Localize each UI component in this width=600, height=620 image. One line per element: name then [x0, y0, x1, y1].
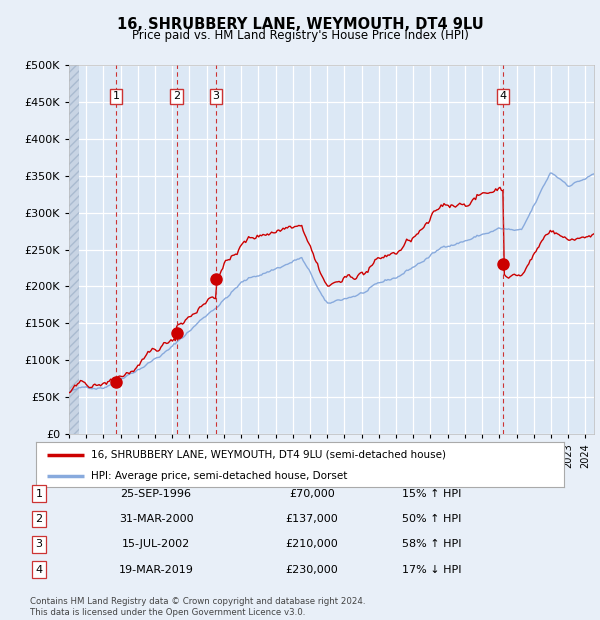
- Text: £137,000: £137,000: [286, 514, 338, 524]
- Text: 16, SHRUBBERY LANE, WEYMOUTH, DT4 9LU (semi-detached house): 16, SHRUBBERY LANE, WEYMOUTH, DT4 9LU (s…: [91, 450, 446, 459]
- Text: 2: 2: [173, 92, 180, 102]
- Text: HPI: Average price, semi-detached house, Dorset: HPI: Average price, semi-detached house,…: [91, 471, 348, 480]
- Bar: [69, 65, 79, 434]
- Text: 31-MAR-2000: 31-MAR-2000: [119, 514, 193, 524]
- Text: 17% ↓ HPI: 17% ↓ HPI: [402, 565, 462, 575]
- Text: £210,000: £210,000: [286, 539, 338, 549]
- Text: 1: 1: [112, 92, 119, 102]
- Text: 15-JUL-2002: 15-JUL-2002: [122, 539, 190, 549]
- Text: £230,000: £230,000: [286, 565, 338, 575]
- Text: £70,000: £70,000: [289, 489, 335, 498]
- Text: 58% ↑ HPI: 58% ↑ HPI: [402, 539, 462, 549]
- Text: 50% ↑ HPI: 50% ↑ HPI: [403, 514, 461, 524]
- Text: 15% ↑ HPI: 15% ↑ HPI: [403, 489, 461, 498]
- Text: Price paid vs. HM Land Registry's House Price Index (HPI): Price paid vs. HM Land Registry's House …: [131, 29, 469, 42]
- Text: 4: 4: [500, 92, 506, 102]
- Text: 3: 3: [35, 539, 43, 549]
- Text: 19-MAR-2019: 19-MAR-2019: [119, 565, 193, 575]
- Text: Contains HM Land Registry data © Crown copyright and database right 2024.
This d: Contains HM Land Registry data © Crown c…: [30, 598, 365, 617]
- Text: 16, SHRUBBERY LANE, WEYMOUTH, DT4 9LU: 16, SHRUBBERY LANE, WEYMOUTH, DT4 9LU: [116, 17, 484, 32]
- Text: 1: 1: [35, 489, 43, 498]
- Text: 4: 4: [35, 565, 43, 575]
- Text: 3: 3: [212, 92, 220, 102]
- Text: 2: 2: [35, 514, 43, 524]
- Text: 25-SEP-1996: 25-SEP-1996: [121, 489, 191, 498]
- Bar: [69, 65, 79, 434]
